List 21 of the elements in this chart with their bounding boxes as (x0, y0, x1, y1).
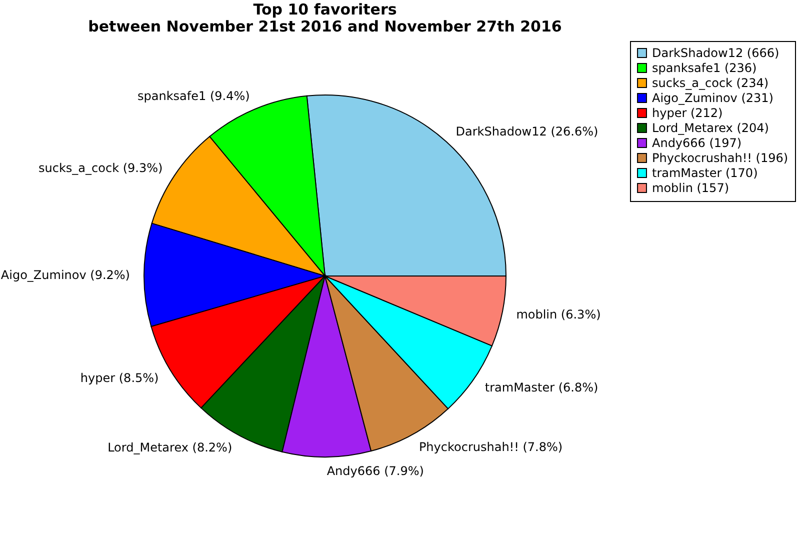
text: spanksafe1 (9.4%) (138, 89, 250, 104)
legend-label: Lord_Metarex (204) (652, 121, 769, 135)
text: Phyckocrushah!! (7.8%) (418, 440, 563, 454)
text: hyper (8.5%) (80, 370, 159, 385)
text: Lord_Metarex (8.2%) (108, 440, 232, 454)
text: tramMaster (6.8%) (484, 380, 598, 395)
legend-label: Phyckocrushah!! (196) (652, 151, 788, 165)
text: DarkShadow12 (26.6%) (456, 124, 598, 138)
legend-label: moblin (157) (652, 181, 730, 195)
legend-label: sucks_a_cock (234) (652, 76, 769, 90)
text: moblin (6.3%) (516, 307, 601, 322)
legend-label: tramMaster (170) (652, 166, 758, 180)
legend-label: Aigo_Zuminov (231) (652, 91, 774, 105)
text: Andy666 (7.9%) (326, 464, 424, 478)
legend-label: hyper (212) (652, 106, 723, 120)
legend-label: spanksafe1 (236) (652, 61, 757, 75)
legend-label: Andy666 (197) (652, 136, 742, 150)
text: Aigo_Zuminov (9.2%) (0, 268, 130, 282)
legend-label: DarkShadow12 (666) (652, 46, 780, 60)
text: sucks_a_cock (9.3%) (38, 160, 163, 175)
chart-title: Top 10 favoriters between November 21st 2016 and November 27th 2016 (88, 0, 562, 36)
